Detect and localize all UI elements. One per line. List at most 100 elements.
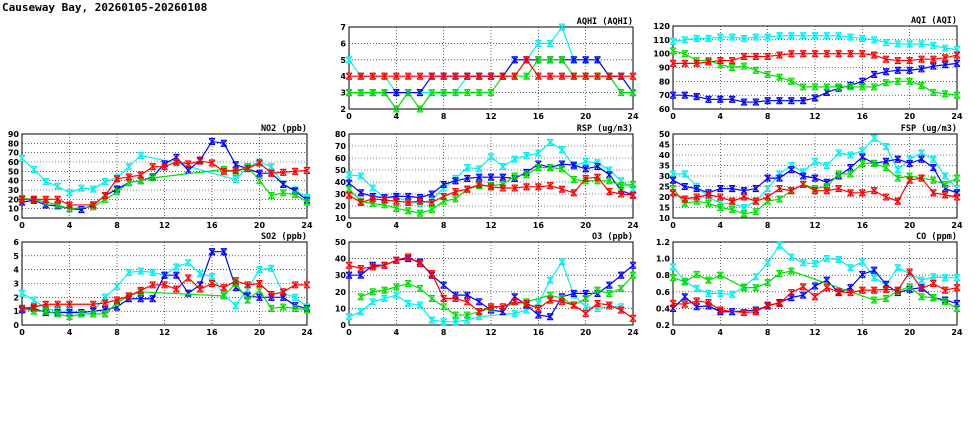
data-point-marker [452, 318, 459, 326]
data-point-marker [30, 195, 38, 203]
data-point-marker [894, 197, 902, 205]
chart-title: FSP (ug/m3) [901, 124, 957, 134]
data-point-marker [835, 185, 843, 193]
data-point-marker [208, 159, 216, 167]
data-point-marker [487, 183, 495, 191]
data-point-marker [546, 164, 554, 172]
x-tick-label: 8 [441, 221, 447, 230]
data-point-marker [929, 55, 937, 63]
data-point-marker [953, 193, 961, 201]
page-title: Causeway Bay, 20260105-20260108 [2, 1, 208, 14]
data-point-marker [594, 173, 601, 181]
y-tick-label: 2 [340, 105, 346, 114]
data-point-marker [681, 91, 689, 99]
data-point-marker [752, 52, 760, 60]
data-point-marker [669, 299, 677, 307]
data-point-marker [906, 66, 914, 74]
data-point-marker [605, 188, 613, 196]
x-tick-label: 16 [857, 328, 869, 337]
data-point-marker [929, 294, 937, 302]
data-point-marker [416, 89, 424, 97]
data-point-marker [475, 72, 483, 80]
data-point-marker [101, 195, 109, 203]
data-point-marker [894, 286, 902, 294]
data-point-marker [89, 310, 97, 318]
data-point-marker [523, 171, 530, 179]
y-tick-label: 35 [659, 162, 671, 171]
y-tick-label: 40 [659, 151, 671, 160]
data-point-marker [381, 201, 388, 209]
y-tick-label: 30 [335, 190, 347, 199]
data-point-marker [858, 153, 866, 161]
data-point-marker [475, 298, 483, 306]
data-point-marker [929, 164, 937, 172]
data-point-marker [776, 174, 783, 182]
x-tick-label: 24 [951, 221, 963, 230]
data-point-marker [416, 194, 424, 202]
data-point-marker [740, 62, 748, 70]
data-point-marker [440, 72, 448, 80]
data-point-marker [172, 263, 180, 271]
data-point-marker [558, 258, 566, 266]
data-point-marker [357, 308, 365, 316]
data-point-marker [267, 304, 275, 312]
chart-title: SO2 (ppb) [261, 232, 307, 242]
data-point-marker [475, 89, 483, 97]
x-tick-label: 8 [441, 328, 447, 337]
data-point-marker [357, 172, 365, 180]
series-line-3 [672, 270, 958, 314]
data-point-marker [428, 190, 436, 198]
data-point-marker [499, 308, 507, 316]
data-point-marker [558, 160, 566, 168]
data-point-marker [66, 205, 73, 213]
data-point-marker [882, 193, 890, 201]
data-point-marker [811, 32, 819, 40]
y-tick-label: 3 [340, 89, 346, 98]
data-point-marker [303, 166, 311, 174]
y-tick-label: 40 [8, 177, 20, 186]
data-point-marker [906, 172, 914, 180]
x-tick-label: 8 [765, 328, 771, 337]
data-point-marker [77, 206, 85, 214]
data-point-marker [463, 72, 471, 80]
x-tick-label: 16 [857, 221, 869, 230]
data-point-marker [787, 253, 795, 261]
data-point-marker [303, 306, 311, 314]
x-tick-label: 24 [627, 221, 639, 230]
data-point-marker [941, 298, 949, 306]
data-point-marker [787, 97, 795, 105]
data-point-marker [582, 158, 590, 166]
y-tick-label: 0 [13, 214, 19, 223]
data-point-marker [716, 193, 724, 201]
data-point-marker [870, 70, 878, 78]
x-tick-label: 24 [951, 112, 963, 121]
data-point-marker [570, 176, 578, 184]
data-point-marker [693, 297, 701, 305]
data-point-marker [208, 248, 216, 256]
y-tick-label: 1.0 [656, 255, 671, 264]
data-point-marker [101, 299, 109, 307]
data-point-marker [716, 199, 724, 207]
data-point-marker [452, 294, 459, 302]
data-point-marker [558, 56, 566, 64]
data-point-marker [776, 32, 783, 40]
data-point-marker [953, 185, 961, 193]
data-point-marker [823, 32, 831, 40]
data-point-marker [929, 155, 937, 163]
data-point-marker [882, 55, 890, 63]
data-point-marker [428, 294, 436, 302]
data-point-marker [693, 185, 701, 193]
data-point-marker [42, 195, 50, 203]
chart-title: CO (ppm) [916, 232, 957, 242]
data-point-marker [558, 298, 566, 306]
data-point-marker [835, 288, 843, 296]
data-point-marker [728, 95, 736, 103]
x-tick-label: 0 [346, 328, 352, 337]
data-point-marker [534, 183, 542, 191]
data-point-marker [617, 177, 625, 185]
data-point-marker [894, 174, 902, 182]
data-point-marker [381, 261, 388, 269]
data-point-marker [345, 185, 353, 193]
data-point-marker [149, 281, 157, 289]
